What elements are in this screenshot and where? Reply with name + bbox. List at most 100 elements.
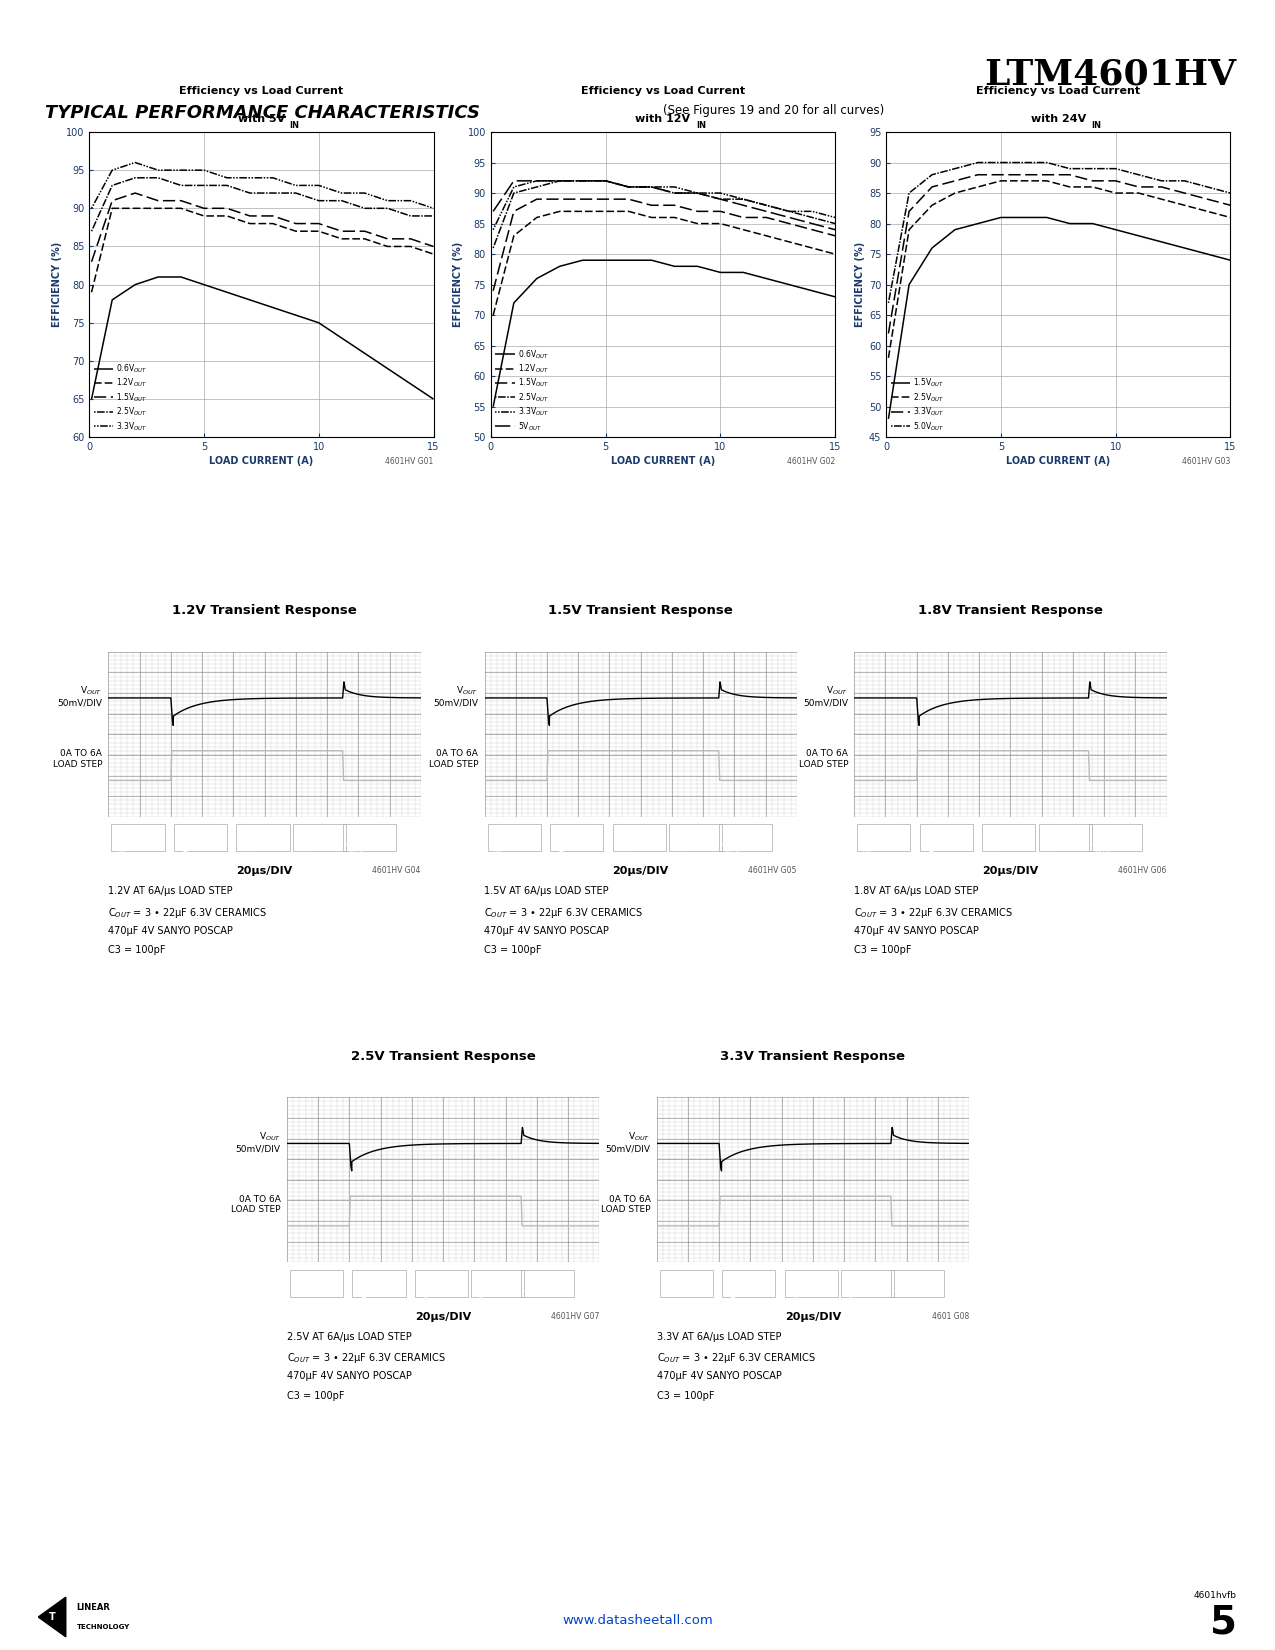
Text: AutoProbe
  10 : 1: AutoProbe 10 : 1: [524, 1287, 550, 1299]
Text: C$_{OUT}$ = 3 • 22μF 6.3V CERAMICS: C$_{OUT}$ = 3 • 22μF 6.3V CERAMICS: [484, 906, 644, 919]
Text: 4601HV G07: 4601HV G07: [551, 1312, 599, 1320]
Bar: [722, 1269, 775, 1297]
Bar: [343, 823, 395, 851]
Bar: [1039, 823, 1091, 851]
X-axis label: LOAD CURRENT (A): LOAD CURRENT (A): [611, 457, 715, 467]
Text: IN: IN: [696, 122, 706, 130]
Text: with 24V: with 24V: [1030, 114, 1086, 124]
Text: C3 = 100pF: C3 = 100pF: [108, 945, 166, 955]
Text: Vernier
    □: Vernier □: [616, 842, 634, 853]
Text: C$_{OUT}$ = 3 • 22μF 6.3V CERAMICS: C$_{OUT}$ = 3 • 22μF 6.3V CERAMICS: [287, 1351, 446, 1365]
Text: 3.3V AT 6A/μs LOAD STEP: 3.3V AT 6A/μs LOAD STEP: [657, 1332, 782, 1341]
Text: C$_{OUT}$ = 3 • 22μF 6.3V CERAMICS: C$_{OUT}$ = 3 • 22μF 6.3V CERAMICS: [108, 906, 268, 919]
Text: 20μs/DIV: 20μs/DIV: [982, 866, 1039, 876]
Polygon shape: [38, 1597, 66, 1637]
Text: IN: IN: [1091, 122, 1102, 130]
Text: www.datasheetall.com: www.datasheetall.com: [562, 1614, 713, 1627]
Text: V$_{OUT}$
50mV/DIV: V$_{OUT}$ 50mV/DIV: [434, 685, 478, 708]
Text: C3 = 100pF: C3 = 100pF: [854, 945, 912, 955]
Text: 20μs/DIV: 20μs/DIV: [414, 1312, 472, 1322]
Text: Coupling
  AC: Coupling AC: [115, 842, 136, 853]
Text: Coupling
  AC: Coupling AC: [663, 1287, 685, 1299]
Text: 4601hvfb: 4601hvfb: [1193, 1591, 1237, 1599]
Bar: [236, 823, 289, 851]
Text: Efficiency vs Load Current: Efficiency vs Load Current: [180, 86, 343, 96]
Text: C3 = 100pF: C3 = 100pF: [484, 945, 542, 955]
Text: 1.8V Transient Response: 1.8V Transient Response: [918, 604, 1103, 617]
Text: 5: 5: [1210, 1604, 1237, 1642]
Text: BW Limit
    ■: BW Limit ■: [553, 842, 575, 853]
Text: 470μF 4V SANYO POSCAP: 470μF 4V SANYO POSCAP: [108, 926, 233, 936]
Bar: [289, 1269, 343, 1297]
Text: Vernier
    □: Vernier □: [418, 1287, 436, 1299]
Text: V$_{OUT}$
50mV/DIV: V$_{OUT}$ 50mV/DIV: [606, 1130, 650, 1153]
Text: 1  500/  2  500/          •  -7.50μ  20.0μ/   Step  ± 1   10.0Ω: 1 500/ 2 500/ • -7.50μ 20.0μ/ Step ± 1 1…: [115, 639, 293, 644]
Text: Efficiency vs Load Current: Efficiency vs Load Current: [977, 86, 1140, 96]
Text: Invert
   □: Invert □: [1042, 842, 1056, 853]
Bar: [659, 1269, 713, 1297]
Bar: [891, 1269, 944, 1297]
Text: Coupling
  AC: Coupling AC: [861, 842, 882, 853]
Bar: [982, 823, 1035, 851]
Y-axis label: EFFICIENCY (%): EFFICIENCY (%): [454, 243, 464, 327]
Text: Efficiency vs Load Current: Efficiency vs Load Current: [581, 86, 745, 96]
Bar: [521, 1269, 574, 1297]
Text: 0A TO 6A
LOAD STEP: 0A TO 6A LOAD STEP: [601, 1195, 650, 1214]
Text: 0A TO 6A
LOAD STEP: 0A TO 6A LOAD STEP: [52, 749, 102, 769]
Legend: 1.5V$_{OUT}$, 2.5V$_{OUT}$, 3.3V$_{OUT}$, 5.0V$_{OUT}$: 1.5V$_{OUT}$, 2.5V$_{OUT}$, 3.3V$_{OUT}$…: [889, 376, 946, 434]
Text: AutoProbe
  10 : 1: AutoProbe 10 : 1: [722, 842, 747, 853]
Text: Coupling
  AC: Coupling AC: [491, 842, 513, 853]
Text: with 5V: with 5V: [237, 114, 286, 124]
Text: Pk-Pk(2):  95mV: Pk-Pk(2): 95mV: [861, 828, 910, 833]
Text: Pk-Pk(2):  95mV: Pk-Pk(2): 95mV: [663, 1274, 713, 1279]
Text: with 12V: with 12V: [635, 114, 691, 124]
Text: 1.8V AT 6A/μs LOAD STEP: 1.8V AT 6A/μs LOAD STEP: [854, 886, 979, 896]
Bar: [550, 823, 603, 851]
Text: 2.5V Transient Response: 2.5V Transient Response: [351, 1049, 536, 1063]
X-axis label: LOAD CURRENT (A): LOAD CURRENT (A): [1006, 457, 1111, 467]
Text: 470μF 4V SANYO POSCAP: 470μF 4V SANYO POSCAP: [287, 1371, 412, 1381]
Text: 1  500/  2  500/          •  -7.50μ  20.0μ/   Step  ± 1   10.0Ω: 1 500/ 2 500/ • -7.50μ 20.0μ/ Step ± 1 1…: [663, 1084, 842, 1089]
Text: 470μF 4V SANYO POSCAP: 470μF 4V SANYO POSCAP: [657, 1371, 782, 1381]
Text: 1.5V AT 6A/μs LOAD STEP: 1.5V AT 6A/μs LOAD STEP: [484, 886, 609, 896]
Bar: [352, 1269, 405, 1297]
Text: 4601HV G03: 4601HV G03: [1182, 457, 1230, 465]
Bar: [111, 823, 164, 851]
Bar: [719, 823, 771, 851]
Text: BW Limit
    ■: BW Limit ■: [177, 842, 199, 853]
Text: 3.3V Transient Response: 3.3V Transient Response: [720, 1049, 905, 1063]
Text: 4601 G08: 4601 G08: [932, 1312, 969, 1320]
Text: AutoProbe
  10 : 1: AutoProbe 10 : 1: [894, 1287, 919, 1299]
Bar: [669, 823, 722, 851]
Text: BW Limit
    ■: BW Limit ■: [725, 1287, 747, 1299]
Text: TECHNOLOGY: TECHNOLOGY: [76, 1624, 130, 1630]
Text: V$_{OUT}$
50mV/DIV: V$_{OUT}$ 50mV/DIV: [236, 1130, 280, 1153]
Text: 0A TO 6A
LOAD STEP: 0A TO 6A LOAD STEP: [428, 749, 478, 769]
Text: LINEAR: LINEAR: [76, 1602, 111, 1612]
Y-axis label: EFFICIENCY (%): EFFICIENCY (%): [854, 243, 864, 327]
Text: Pk-Pk(2):  95mV: Pk-Pk(2): 95mV: [293, 1274, 343, 1279]
Bar: [293, 823, 346, 851]
Text: 1.5V Transient Response: 1.5V Transient Response: [548, 604, 733, 617]
Text: 1  500/  2  500/          •  -7.50μ  20.0μ/   Step  ± 1   10.0Ω: 1 500/ 2 500/ • -7.50μ 20.0μ/ Step ± 1 1…: [293, 1084, 472, 1089]
Text: 20μs/DIV: 20μs/DIV: [612, 866, 669, 876]
Bar: [784, 1269, 838, 1297]
Text: C3 = 100pF: C3 = 100pF: [657, 1391, 714, 1401]
Text: 4601HV G01: 4601HV G01: [385, 457, 434, 465]
Text: 470μF 4V SANYO POSCAP: 470μF 4V SANYO POSCAP: [854, 926, 979, 936]
Text: Invert
   □: Invert □: [844, 1287, 858, 1299]
Text: IN: IN: [289, 122, 300, 130]
Text: Invert
   □: Invert □: [672, 842, 686, 853]
Text: Vernier
    □: Vernier □: [240, 842, 258, 853]
Text: TYPICAL PERFORMANCE CHARACTERISTICS: TYPICAL PERFORMANCE CHARACTERISTICS: [45, 104, 479, 122]
Text: C$_{OUT}$ = 3 • 22μF 6.3V CERAMICS: C$_{OUT}$ = 3 • 22μF 6.3V CERAMICS: [657, 1351, 816, 1365]
Text: Invert
   □: Invert □: [296, 842, 310, 853]
Text: Invert
   □: Invert □: [474, 1287, 488, 1299]
Text: 1.2V Transient Response: 1.2V Transient Response: [172, 604, 357, 617]
Text: AutoProbe
  10 : 1: AutoProbe 10 : 1: [346, 842, 371, 853]
Text: 0A TO 6A
LOAD STEP: 0A TO 6A LOAD STEP: [231, 1195, 280, 1214]
Text: Coupling
  AC: Coupling AC: [293, 1287, 315, 1299]
Text: Vernier
    □: Vernier □: [788, 1287, 806, 1299]
Bar: [414, 1269, 468, 1297]
Text: 4601HV G04: 4601HV G04: [372, 866, 421, 874]
